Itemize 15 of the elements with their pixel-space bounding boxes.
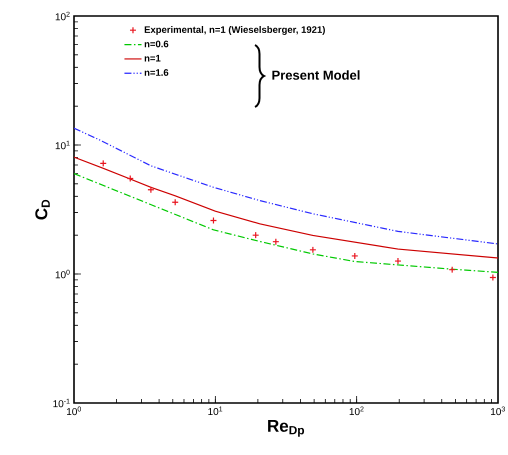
y-tick-label: 10$^{0}$ xyxy=(56,270,70,278)
x-tick-label: 10$^{1}$ xyxy=(208,406,222,416)
x-tick-label: 10$^{2}$ xyxy=(350,406,364,416)
x-axis-title: Re$_{Dp}$ xyxy=(268,420,304,437)
legend-label: n=0.6 xyxy=(144,40,168,48)
annotation: Present Model xyxy=(272,70,360,80)
y-tick-label: 10$^{-1}$ xyxy=(53,398,70,408)
legend-label: n=1.6 xyxy=(144,69,168,76)
y-axis-title: C$_{D}$ xyxy=(35,200,50,220)
legend-label: Experimental, n=1 (Wieselsberger, 1921) xyxy=(144,26,325,35)
y-tick-label: 10$^{1}$ xyxy=(56,140,70,150)
y-tick-label: 10$^{2}$ xyxy=(56,12,70,20)
x-tick-label: 10$^{0}$ xyxy=(67,406,81,416)
x-tick-label: 10$^{3}$ xyxy=(491,406,505,416)
legend-label: n=1 xyxy=(144,54,160,62)
